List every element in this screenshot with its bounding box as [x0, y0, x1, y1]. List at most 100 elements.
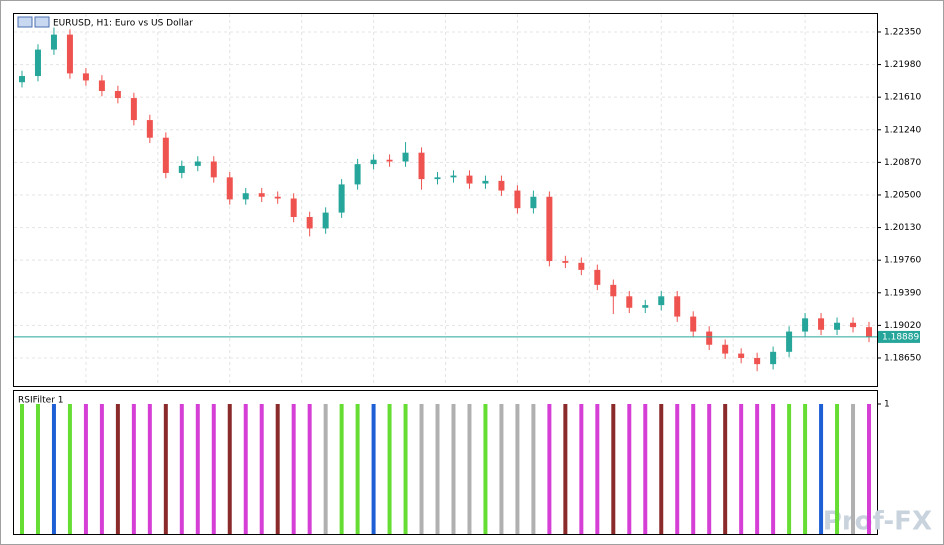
indicator-bar	[275, 404, 280, 534]
candle-body	[114, 91, 121, 99]
main-pane	[13, 13, 878, 387]
candle-body	[402, 152, 409, 162]
candle-body	[642, 305, 649, 308]
chart-icon	[17, 16, 33, 28]
indicator-bar	[755, 404, 760, 534]
indicator-bar	[227, 404, 232, 534]
y-tick-label: 1.21240	[884, 125, 921, 135]
candle-body	[434, 177, 441, 180]
candle-body	[178, 165, 185, 173]
indicator-bar	[483, 404, 488, 534]
indicator-bar	[595, 404, 600, 534]
y-tick-label: 1.21980	[884, 60, 921, 70]
indicator-bar	[723, 404, 728, 534]
candle-body	[706, 331, 713, 345]
y-tick-label: 1	[884, 400, 890, 410]
indicator-bar	[35, 404, 40, 534]
y-tick-label: 1.20130	[884, 223, 921, 233]
candle-body	[498, 180, 505, 191]
indicator-bar	[131, 404, 136, 534]
indicator-bar	[675, 404, 680, 534]
indicator-bar	[579, 404, 584, 534]
candle-body	[722, 344, 729, 354]
indicator-bar	[179, 404, 184, 534]
indicator-bar	[83, 404, 88, 534]
indicator-bar	[115, 404, 120, 534]
candle-body	[354, 164, 361, 185]
indicator-bar	[67, 404, 72, 534]
indicator-bar	[403, 404, 408, 534]
candle-body	[18, 76, 25, 83]
candle-body	[50, 34, 57, 50]
candle-body	[530, 196, 537, 209]
candle-body	[226, 177, 233, 200]
candle-body	[162, 137, 169, 173]
indicator-bar	[435, 404, 440, 534]
indicator-title: RSIFilter 1	[18, 396, 64, 406]
candle-body	[834, 322, 841, 330]
candle-body	[146, 120, 153, 138]
candle-body	[98, 80, 105, 92]
y-tick-label: 1.22350	[884, 27, 921, 37]
candle-body	[514, 190, 521, 209]
candle-body	[754, 357, 761, 365]
candle-body	[786, 331, 793, 352]
indicator-bar	[323, 404, 328, 534]
indicator-bar	[819, 404, 824, 534]
candle-body	[450, 175, 457, 178]
candle-body	[258, 193, 265, 197]
current-price-label: 1.18889	[882, 332, 919, 342]
candle-body	[738, 353, 745, 358]
y-tick-label: 1.18650	[884, 353, 921, 363]
candle-body	[594, 269, 601, 285]
indicator-bar	[499, 404, 504, 534]
candle-body	[418, 152, 425, 180]
candle-body	[370, 159, 377, 165]
candle-body	[546, 196, 553, 262]
indicator-bar	[867, 404, 872, 534]
current-price-tag	[878, 330, 920, 343]
indicator-bar	[659, 404, 664, 534]
candle-body	[866, 327, 873, 337]
candle-body	[210, 161, 217, 178]
indicator-bar	[531, 404, 536, 534]
candle-body	[610, 284, 617, 297]
indicator-bar	[611, 404, 616, 534]
candle-body	[242, 193, 249, 200]
indicator-bar	[451, 404, 456, 534]
indicator-bar	[291, 404, 296, 534]
indicator-bar	[851, 404, 856, 534]
indicator-bar	[195, 404, 200, 534]
y-tick-label: 1.19020	[884, 321, 921, 331]
candle-body	[850, 322, 857, 328]
candle-body	[466, 175, 473, 184]
candle-body	[194, 161, 201, 166]
candle-body	[562, 261, 569, 263]
indicator-bar	[163, 404, 168, 534]
indicator-bar	[19, 404, 24, 534]
candle-body	[690, 316, 697, 332]
indicator-bar	[707, 404, 712, 534]
indicator-bar	[515, 404, 520, 534]
candle-body	[658, 296, 665, 306]
indicator-bar	[99, 404, 104, 534]
indicator-bar	[643, 404, 648, 534]
indicator-bar	[307, 404, 312, 534]
candle-body	[386, 159, 393, 162]
indicator-bar	[787, 404, 792, 534]
y-tick-label: 1.20870	[884, 158, 921, 168]
candle-body	[34, 49, 41, 77]
indicator-bar	[211, 404, 216, 534]
indicator-bar	[387, 404, 392, 534]
indicator-bar	[467, 404, 472, 534]
candle-body	[66, 34, 73, 74]
y-tick-label: 1.20500	[884, 190, 921, 200]
candle-body	[338, 184, 345, 213]
chart-icon	[34, 16, 50, 28]
indicator-bar	[51, 404, 56, 534]
candle-body	[130, 98, 137, 121]
indicator-bar	[627, 404, 632, 534]
candle-body	[578, 262, 585, 270]
